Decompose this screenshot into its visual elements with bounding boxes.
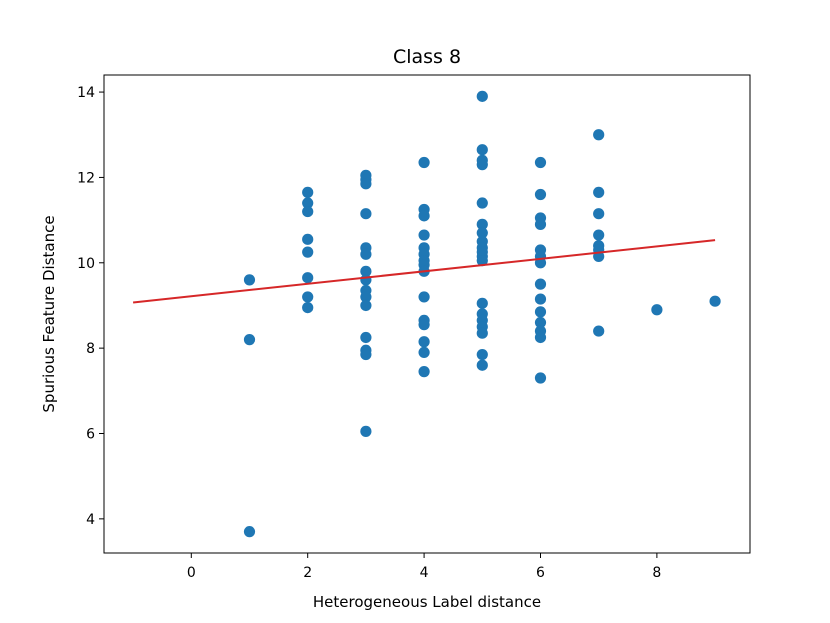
scatter-point [476, 227, 488, 239]
scatter-point [418, 336, 430, 348]
scatter-point [476, 159, 488, 171]
scatter-point [243, 274, 256, 286]
scatter-point [302, 291, 314, 303]
scatter-point [418, 291, 430, 303]
y-tick-label: 14 [77, 85, 95, 101]
scatter-point [593, 186, 605, 198]
scatter-point [534, 293, 547, 305]
x-tick-label: 6 [536, 565, 545, 581]
scatter-point [593, 208, 605, 220]
scatter-point [476, 218, 488, 230]
scatter-point [651, 304, 663, 316]
scatter-point [476, 297, 488, 309]
scatter-point [360, 178, 372, 190]
scatter-point [243, 334, 256, 346]
scatter-point [360, 208, 372, 220]
scatter-point [418, 346, 430, 359]
x-tick-label: 8 [652, 565, 661, 581]
scatter-point [476, 90, 488, 102]
y-tick-label: 4 [86, 512, 95, 528]
scatter-point [418, 319, 430, 331]
fit-line-layer [132, 239, 716, 304]
scatter-point [418, 229, 430, 241]
scatter-point [476, 197, 488, 209]
scatter-point [418, 156, 430, 169]
scatter-point [593, 325, 605, 337]
scatter-point [534, 218, 547, 230]
scatter-point [476, 348, 488, 361]
scatter-point [360, 265, 372, 277]
scatter-point [476, 327, 488, 339]
scatter-point [534, 372, 547, 384]
chart-title: Class 8 [393, 46, 461, 68]
scatter-point [302, 246, 314, 258]
scatter-point [476, 255, 488, 267]
scatter-point [360, 299, 372, 312]
scatter-point [534, 331, 547, 344]
y-tick-label: 6 [86, 427, 95, 443]
scatter-point [302, 272, 314, 284]
scatter-point [534, 278, 547, 290]
x-tick-label: 4 [420, 565, 429, 581]
scatter-point [243, 526, 256, 538]
scatter-point [302, 301, 314, 314]
scatter-point [593, 229, 605, 241]
x-axis-label: Heterogeneous Label distance [313, 593, 541, 611]
y-axis-label: Spurious Feature Distance [40, 215, 58, 412]
scatter-point [534, 306, 547, 318]
scatter-point [476, 359, 488, 371]
trend-line [132, 239, 716, 304]
scatter-point [302, 233, 314, 245]
scatter-point [302, 197, 314, 209]
scatter-point [418, 210, 430, 222]
scatter-point [534, 316, 547, 329]
scatter-point [360, 291, 372, 303]
scatter-point [709, 295, 721, 307]
scatter-point [302, 186, 314, 198]
x-ticks: 0 2 4 6 8 [187, 553, 661, 581]
scatter-point [360, 274, 372, 286]
scatter-point [360, 248, 372, 260]
x-tick-label: 0 [187, 565, 196, 581]
scatter-point [360, 425, 372, 437]
scatter-point [302, 205, 314, 218]
y-tick-label: 8 [86, 341, 95, 357]
y-tick-label: 10 [77, 256, 95, 272]
scatter-point [360, 348, 372, 361]
y-ticks: 4 6 8 10 12 14 [77, 85, 104, 528]
scatter-point [534, 188, 547, 201]
points-layer [243, 90, 721, 538]
scatter-point [534, 156, 547, 169]
plot-frame [103, 74, 751, 554]
scatter-point [593, 129, 605, 141]
scatter-point [360, 331, 372, 344]
y-tick-label: 12 [77, 170, 95, 186]
scatter-point [476, 144, 488, 156]
x-tick-label: 2 [303, 565, 312, 581]
scatter-point [418, 366, 430, 378]
